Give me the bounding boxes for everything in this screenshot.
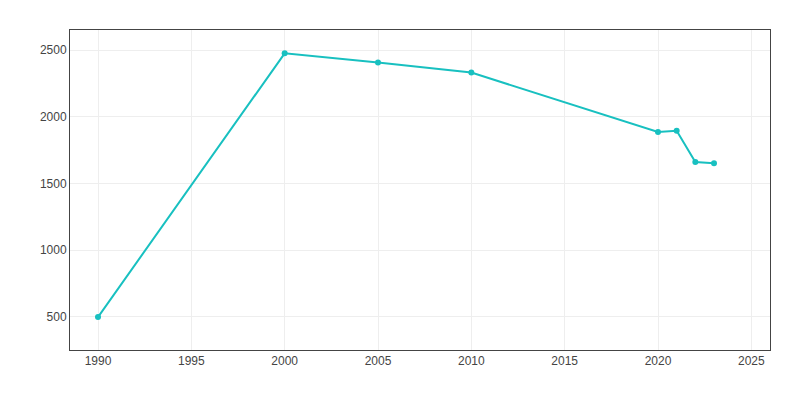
svg-text:1000: 1000	[40, 243, 67, 257]
svg-text:2025: 2025	[738, 354, 765, 368]
svg-text:2010: 2010	[458, 354, 485, 368]
svg-text:2020: 2020	[645, 354, 672, 368]
svg-text:1995: 1995	[178, 354, 205, 368]
svg-text:2005: 2005	[365, 354, 392, 368]
svg-text:500: 500	[47, 310, 67, 324]
svg-text:2015: 2015	[551, 354, 578, 368]
svg-text:1990: 1990	[85, 354, 112, 368]
svg-text:2500: 2500	[40, 43, 67, 57]
svg-text:2000: 2000	[40, 110, 67, 124]
svg-text:1500: 1500	[40, 177, 67, 191]
svg-text:2000: 2000	[271, 354, 298, 368]
